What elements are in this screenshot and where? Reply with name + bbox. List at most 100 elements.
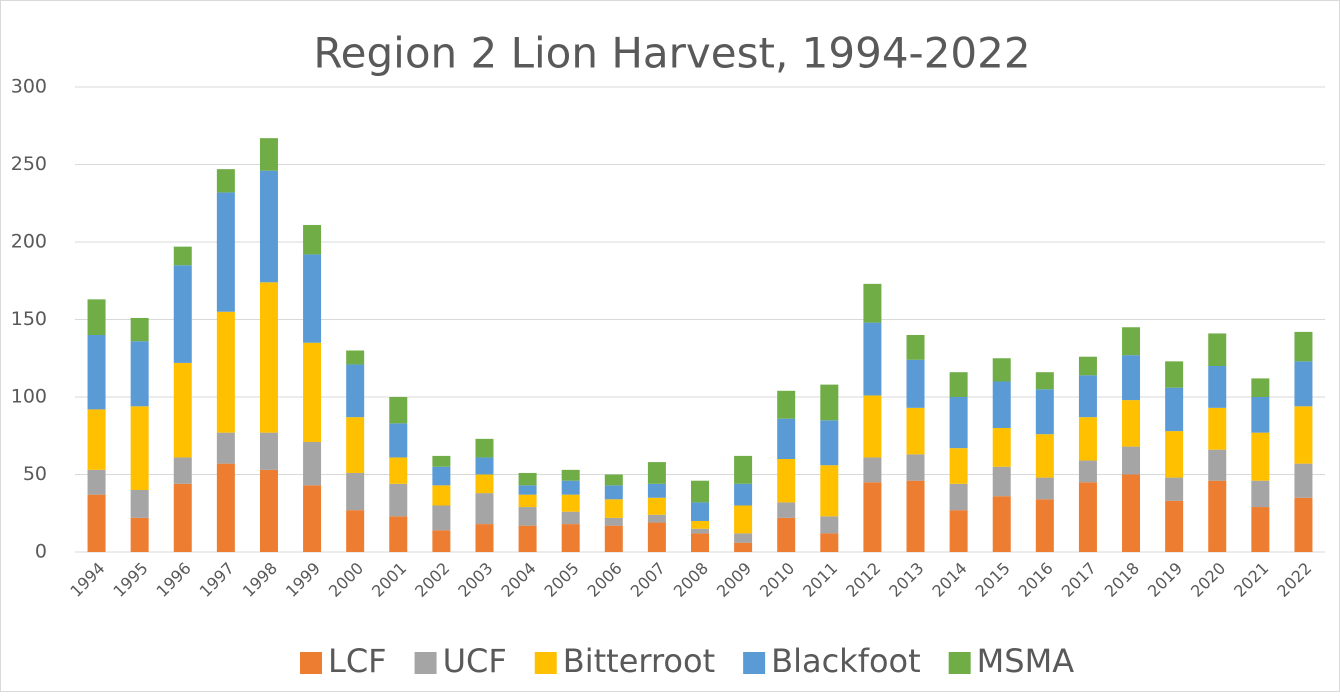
bar-segment [518, 472, 537, 486]
y-tick-label: 250 [11, 153, 47, 175]
y-tick-label: 200 [11, 231, 47, 253]
legend-label: Bitterroot [563, 642, 715, 680]
y-tick-label: 300 [11, 76, 47, 98]
bar-segment [561, 494, 580, 512]
bar-segment [130, 317, 149, 342]
y-tick-label: 0 [35, 541, 47, 563]
bar-segment [475, 457, 494, 475]
bar-segment [1078, 375, 1097, 418]
bar-segment [1251, 397, 1270, 433]
bar-segment [518, 494, 537, 508]
bar-segment [130, 517, 149, 552]
bar-segment [475, 524, 494, 552]
bar-segment [863, 457, 882, 483]
legend-swatch [743, 652, 766, 674]
legend-swatch [948, 652, 971, 674]
bar-segment [734, 533, 753, 543]
bar-segment [1165, 387, 1184, 432]
bar-segment [949, 510, 968, 552]
bar-segment [1208, 333, 1227, 366]
legend-swatch [534, 652, 557, 674]
bar-segment [906, 335, 925, 360]
bar-segment [604, 474, 623, 486]
bar-segment [1251, 480, 1270, 508]
bar-segment [1251, 432, 1270, 481]
bar-segment [259, 138, 278, 171]
bar-segment [561, 524, 580, 552]
y-tick-label: 50 [23, 463, 47, 485]
bar-segment [1122, 474, 1141, 552]
bar-segment [777, 502, 796, 518]
bar-segment [389, 457, 408, 484]
bar-segment [863, 283, 882, 323]
bar-segment [949, 483, 968, 511]
bar-segment [130, 406, 149, 490]
bar-segment [691, 521, 709, 529]
bar-segment [734, 542, 753, 552]
bar-segment [820, 516, 839, 534]
bar-segment [734, 505, 753, 534]
bar-segment [1035, 434, 1054, 478]
bar-segment [1078, 482, 1097, 552]
bar-segment [1251, 378, 1270, 397]
bar-segment [604, 517, 623, 526]
bar-segment [173, 246, 192, 266]
bar-segment [1208, 407, 1227, 450]
bar-segment [1208, 366, 1227, 408]
bar-segment [173, 457, 192, 484]
bar-segment [691, 533, 709, 552]
bar-segment [1035, 499, 1054, 552]
bar-segment [863, 322, 882, 396]
bar-segment [432, 455, 451, 467]
bar-segment [1078, 460, 1097, 483]
bar-segment [130, 490, 149, 518]
bar-segment [561, 480, 580, 495]
bar-segment [130, 341, 149, 407]
bar-segment [1078, 356, 1097, 376]
bar-segment [992, 428, 1011, 467]
bar-segment [346, 417, 365, 473]
legend-label: UCF [443, 642, 507, 680]
bar-segment [992, 381, 1011, 428]
bar-segment [691, 528, 709, 534]
bar-segment [1294, 406, 1313, 464]
legend-swatch [300, 652, 322, 674]
y-tick-label: 150 [11, 308, 47, 330]
bar-segment [1208, 449, 1227, 481]
bar-segment [1165, 477, 1184, 501]
bar-segment [1035, 372, 1054, 390]
bar-segment [992, 358, 1011, 382]
bar-segment [691, 502, 709, 521]
bar-segment [216, 432, 235, 464]
bar-segment [389, 423, 408, 458]
bar-segment [432, 530, 451, 552]
legend-label: MSMA [977, 642, 1075, 680]
bar-segment [346, 364, 365, 418]
bar-segment [216, 463, 235, 552]
bar-segment [87, 469, 106, 495]
bar-segment [518, 525, 537, 552]
bar-segment [1294, 361, 1313, 407]
bar-segment [604, 485, 623, 500]
bar-segment [216, 169, 235, 193]
bar-segment [863, 482, 882, 552]
bar-segment [1165, 500, 1184, 552]
bar-segment [1208, 480, 1227, 552]
bar-segment [777, 459, 796, 503]
bar-segment [734, 483, 753, 506]
bar-segment [173, 362, 192, 458]
legend-label: LCF [328, 642, 387, 680]
bar-segment [906, 359, 925, 408]
bar-segment [777, 418, 796, 459]
bar-segment [87, 409, 106, 470]
bar-segment [734, 455, 753, 484]
bar-segment [906, 454, 925, 481]
bar-segment [87, 299, 106, 335]
bar-segment [87, 335, 106, 410]
bar-segment [647, 462, 666, 484]
bar-segment [1122, 446, 1141, 475]
bar-segment [518, 485, 537, 495]
bar-segment [1122, 400, 1141, 447]
bar-segment [777, 517, 796, 552]
bar-segment [216, 192, 235, 312]
